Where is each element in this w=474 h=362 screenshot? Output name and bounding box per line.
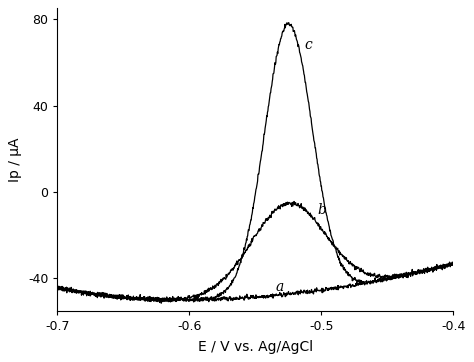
X-axis label: E / V vs. Ag/AgCl: E / V vs. Ag/AgCl <box>198 340 313 354</box>
Y-axis label: Ip / μA: Ip / μA <box>9 137 22 182</box>
Text: c: c <box>304 38 312 52</box>
Text: b: b <box>318 202 326 216</box>
Text: a: a <box>275 280 283 294</box>
